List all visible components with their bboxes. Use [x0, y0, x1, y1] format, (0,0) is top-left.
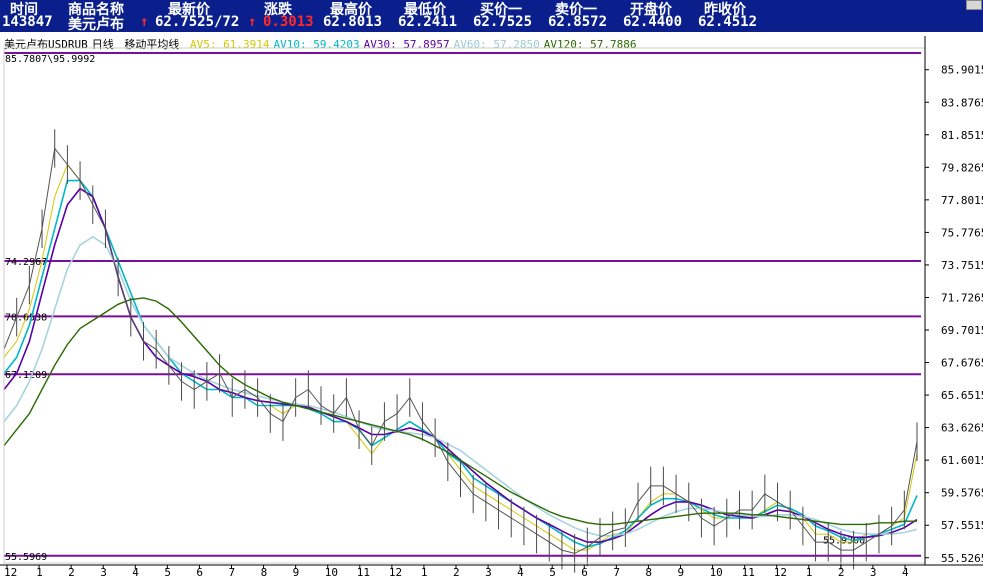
plot-frame: [3, 47, 926, 564]
window-control-button[interactable]: [966, 0, 982, 10]
up-arrow-icon: ↑: [248, 14, 257, 30]
x-tick-label: 3: [100, 566, 107, 577]
value-bid: 62.7525: [473, 14, 533, 30]
y-tick-label: 59.5765: [941, 487, 983, 500]
x-tick-label: 7: [613, 566, 620, 577]
y-tick-label: 61.6015: [941, 454, 983, 467]
level-label: 74.2967: [5, 257, 47, 268]
x-tick-label: 2: [68, 566, 75, 577]
y-tick-label: 73.7515: [941, 259, 983, 272]
value-time: 143847: [2, 14, 53, 30]
value-open: 62.4400: [623, 14, 683, 30]
y-tick-label: 55.5265: [941, 552, 983, 565]
header-name: 商品名称: [68, 2, 124, 18]
value-prev-close: 62.4512: [698, 14, 758, 30]
x-tick-label: 2: [453, 566, 460, 577]
x-tick-label: 9: [293, 566, 300, 577]
x-tick-label: 1: [421, 566, 428, 577]
peak-label: 85.7807\95.9992: [5, 54, 95, 65]
value-change: 0.3013: [263, 14, 314, 30]
x-tick-label: 12: [774, 566, 787, 577]
up-arrow-icon: ↑: [140, 14, 149, 30]
x-tick-label: 3: [870, 566, 877, 577]
x-tick-label: 11: [742, 566, 755, 577]
y-tick-label: 85.9015: [941, 64, 983, 77]
level-label: 67.1209: [5, 370, 47, 381]
header-high: 最高价: [330, 2, 372, 18]
x-tick-label: 1: [806, 566, 813, 577]
quote-bar: 时间 商品名称 最新价 涨跌 最高价 最低价 买价一 卖价一 开盘价 昨收价 1…: [0, 0, 983, 33]
x-tick-label: 9: [678, 566, 685, 577]
x-tick-label: 4: [132, 566, 139, 577]
x-tick-label: 5: [549, 566, 556, 577]
header-latest: 最新价: [168, 2, 210, 18]
x-tick-label: 11: [357, 566, 370, 577]
y-tick-label: 57.5515: [941, 519, 983, 532]
header-ask: 卖价一: [555, 2, 597, 18]
value-latest: 62.7525/72: [155, 14, 240, 30]
x-tick-label: 7: [229, 566, 236, 577]
x-tick-label: 2: [838, 566, 845, 577]
y-tick-label: 75.7765: [941, 226, 983, 239]
y-tick-label: 81.8515: [941, 129, 983, 142]
y-tick-label: 71.7265: [941, 291, 983, 304]
value-ask: 62.8572: [548, 14, 608, 30]
value-low: 62.2411: [398, 14, 458, 30]
level-label: 55.5969: [5, 552, 47, 563]
low-label: 55.9300: [823, 536, 865, 547]
x-tick-label: 3: [485, 566, 492, 577]
y-tick-label: 65.6515: [941, 389, 983, 402]
header-bid: 买价一: [480, 2, 522, 18]
header-change: 涨跌: [264, 2, 292, 18]
x-tick-label: 10: [325, 566, 338, 577]
y-tick-label: 79.8265: [941, 161, 983, 174]
y-tick-label: 69.7015: [941, 324, 983, 337]
x-tick-label: 4: [902, 566, 909, 577]
value-high: 62.8013: [323, 14, 383, 30]
value-name: 美元卢布: [68, 17, 124, 33]
x-tick-label: 10: [710, 566, 723, 577]
y-tick-label: 63.6265: [941, 422, 983, 435]
x-tick-label: 4: [517, 566, 524, 577]
x-tick-label: 12: [4, 566, 17, 577]
x-tick-label: 8: [645, 566, 652, 577]
x-tick-label: 8: [261, 566, 268, 577]
x-tick-label: 5: [164, 566, 171, 577]
y-tick-label: 77.8015: [941, 194, 983, 207]
header-open: 开盘价: [630, 2, 672, 18]
x-tick-label: 1: [36, 566, 43, 577]
y-tick-label: 67.6765: [941, 357, 983, 370]
y-tick-label: 83.8765: [941, 96, 983, 109]
header-low: 最低价: [404, 2, 446, 18]
header-time: 时间: [10, 2, 38, 18]
header-prev-close: 昨收价: [704, 2, 746, 18]
x-tick-label: 6: [196, 566, 203, 577]
x-tick-label: 6: [581, 566, 588, 577]
x-tick-label: 12: [389, 566, 402, 577]
